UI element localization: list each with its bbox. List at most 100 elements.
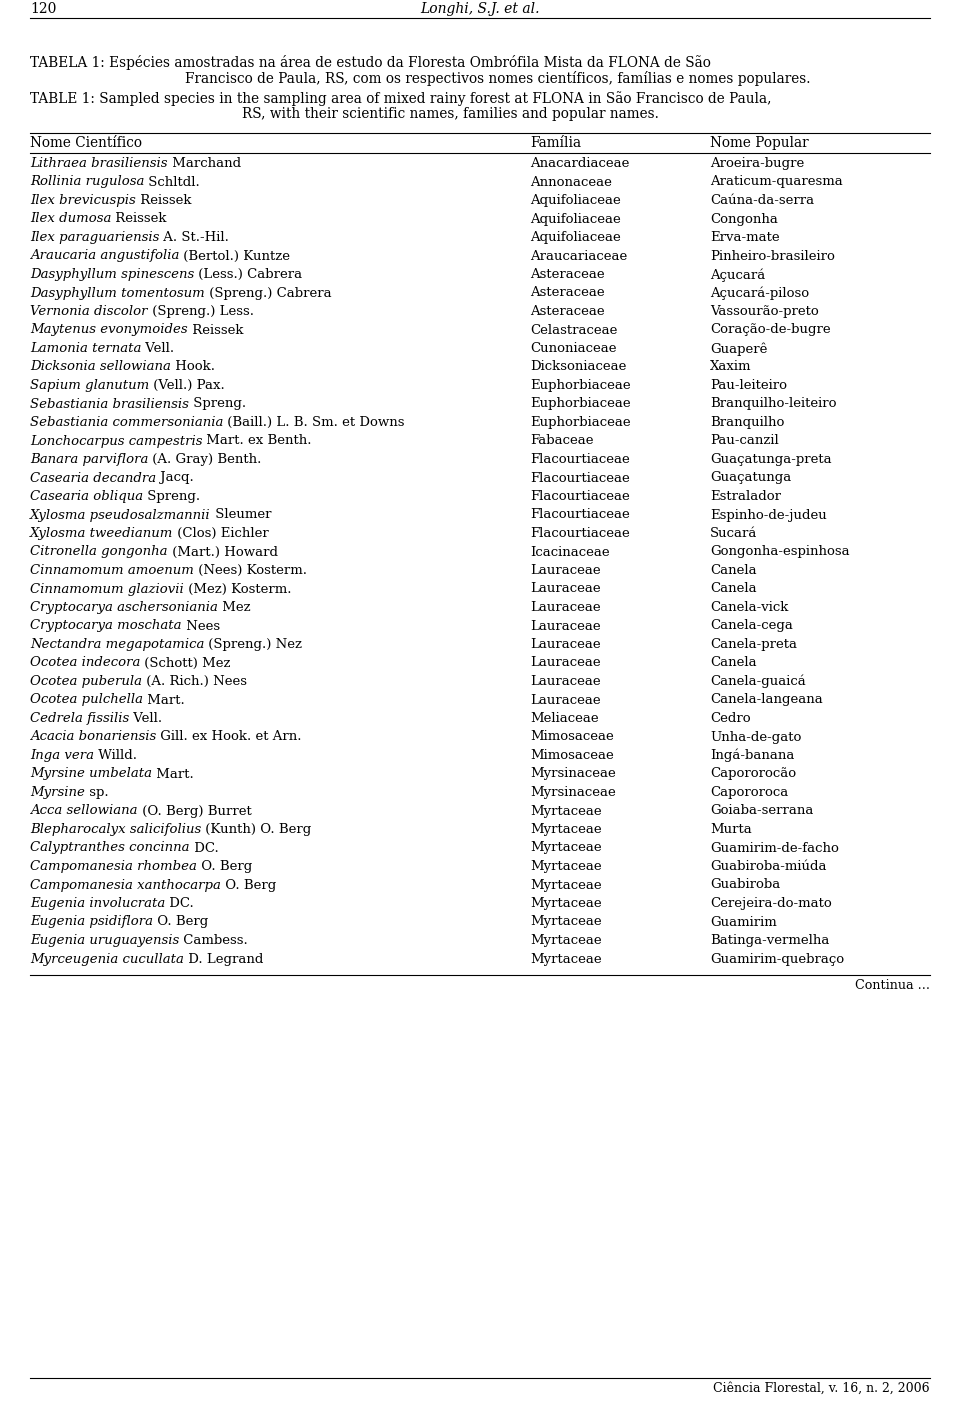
Text: sp.: sp.: [84, 786, 108, 799]
Text: Cambess.: Cambess.: [180, 935, 248, 947]
Text: Capororoca: Capororoca: [710, 786, 788, 799]
Text: Pinheiro-brasileiro: Pinheiro-brasileiro: [710, 249, 835, 262]
Text: Flacourtiaceae: Flacourtiaceae: [530, 453, 630, 466]
Text: Cryptocarya moschata: Cryptocarya moschata: [30, 620, 181, 633]
Text: Pau-leiteiro: Pau-leiteiro: [710, 379, 787, 392]
Text: Cinnamomum amoenum: Cinnamomum amoenum: [30, 564, 194, 576]
Text: RS, with their scientific names, families and popular names.: RS, with their scientific names, familie…: [242, 108, 659, 120]
Text: (Less.) Cabrera: (Less.) Cabrera: [194, 268, 302, 280]
Text: Lonchocarpus campestris: Lonchocarpus campestris: [30, 435, 203, 447]
Text: Guabiroba: Guabiroba: [710, 878, 780, 892]
Text: Myrtaceae: Myrtaceae: [530, 935, 602, 947]
Text: Estralador: Estralador: [710, 490, 781, 503]
Text: (Mez) Kosterm.: (Mez) Kosterm.: [183, 582, 291, 596]
Text: (Spreng.) Cabrera: (Spreng.) Cabrera: [204, 286, 331, 300]
Text: O. Berg: O. Berg: [153, 916, 208, 929]
Text: TABLE 1: Sampled species in the sampling area of mixed rainy forest at FLONA in : TABLE 1: Sampled species in the sampling…: [30, 91, 772, 106]
Text: Canela-guaicá: Canela-guaicá: [710, 675, 805, 688]
Text: Guamirim: Guamirim: [710, 916, 777, 929]
Text: Myrsine umbelata: Myrsine umbelata: [30, 767, 152, 780]
Text: Lamonia ternata: Lamonia ternata: [30, 343, 141, 355]
Text: Aquifoliaceae: Aquifoliaceae: [530, 194, 621, 207]
Text: Canela: Canela: [710, 582, 756, 596]
Text: Canela-preta: Canela-preta: [710, 639, 797, 651]
Text: Canela-cega: Canela-cega: [710, 620, 793, 633]
Text: Lauraceae: Lauraceae: [530, 620, 601, 633]
Text: (O. Berg) Burret: (O. Berg) Burret: [137, 804, 252, 817]
Text: Araucaria angustifolia: Araucaria angustifolia: [30, 249, 180, 262]
Text: Mez: Mez: [218, 600, 251, 615]
Text: Ingá-banana: Ingá-banana: [710, 749, 794, 762]
Text: Goiaba-serrana: Goiaba-serrana: [710, 804, 813, 817]
Text: (Spreng.) Less.: (Spreng.) Less.: [148, 304, 253, 319]
Text: Guabiroba-miúda: Guabiroba-miúda: [710, 860, 827, 874]
Text: 120: 120: [30, 1, 57, 16]
Text: Mimosaceae: Mimosaceae: [530, 731, 613, 743]
Text: Sebastiania brasiliensis: Sebastiania brasiliensis: [30, 398, 189, 411]
Text: (Mart.) Howard: (Mart.) Howard: [167, 545, 277, 558]
Text: Rollinia rugulosa: Rollinia rugulosa: [30, 176, 144, 188]
Text: Inga vera: Inga vera: [30, 749, 94, 762]
Text: (Spreng.) Nez: (Spreng.) Nez: [204, 639, 302, 651]
Text: O. Berg: O. Berg: [197, 860, 252, 874]
Text: Hook.: Hook.: [171, 361, 215, 374]
Text: Mart.: Mart.: [152, 767, 194, 780]
Text: (Kunth) O. Berg: (Kunth) O. Berg: [202, 823, 311, 835]
Text: (Vell.) Pax.: (Vell.) Pax.: [149, 379, 225, 392]
Text: Nome Científico: Nome Científico: [30, 136, 142, 150]
Text: A. St.-Hil.: A. St.-Hil.: [159, 231, 229, 244]
Text: Eugenia uruguayensis: Eugenia uruguayensis: [30, 935, 180, 947]
Text: Lauraceae: Lauraceae: [530, 582, 601, 596]
Text: (Schott) Mez: (Schott) Mez: [140, 657, 230, 670]
Text: Willd.: Willd.: [94, 749, 137, 762]
Text: Xylosma pseudosalzmannii: Xylosma pseudosalzmannii: [30, 508, 210, 521]
Text: Nectandra megapotamica: Nectandra megapotamica: [30, 639, 204, 651]
Text: Myrtaceae: Myrtaceae: [530, 860, 602, 874]
Text: Longhi, S.J. et al.: Longhi, S.J. et al.: [420, 1, 540, 16]
Text: D. Legrand: D. Legrand: [184, 953, 263, 966]
Text: Canela-langeana: Canela-langeana: [710, 694, 823, 707]
Text: Casearia obliqua: Casearia obliqua: [30, 490, 143, 503]
Text: Nome Popular: Nome Popular: [710, 136, 808, 150]
Text: Cedrela fissilis: Cedrela fissilis: [30, 712, 130, 725]
Text: TABELA 1: Espécies amostradas na área de estudo da Floresta Ombrófila Mista da F: TABELA 1: Espécies amostradas na área de…: [30, 55, 710, 69]
Text: Euphorbiaceae: Euphorbiaceae: [530, 416, 631, 429]
Text: Annonaceae: Annonaceae: [530, 176, 612, 188]
Text: (Clos) Eichler: (Clos) Eichler: [174, 527, 269, 539]
Text: Ciência Florestal, v. 16, n. 2, 2006: Ciência Florestal, v. 16, n. 2, 2006: [713, 1382, 930, 1395]
Text: Ocotea puberula: Ocotea puberula: [30, 675, 142, 688]
Text: Família: Família: [530, 136, 581, 150]
Text: Espinho-de-judeu: Espinho-de-judeu: [710, 508, 827, 521]
Text: Asteraceae: Asteraceae: [530, 304, 605, 319]
Text: Casearia decandra: Casearia decandra: [30, 472, 156, 484]
Text: Calyptranthes concinna: Calyptranthes concinna: [30, 841, 189, 854]
Text: Myrsinaceae: Myrsinaceae: [530, 767, 615, 780]
Text: Reissek: Reissek: [187, 323, 243, 337]
Text: Lithraea brasiliensis: Lithraea brasiliensis: [30, 157, 167, 170]
Text: Branquilho: Branquilho: [710, 416, 784, 429]
Text: Ilex dumosa: Ilex dumosa: [30, 212, 111, 225]
Text: Celastraceae: Celastraceae: [530, 323, 617, 337]
Text: Erva-mate: Erva-mate: [710, 231, 780, 244]
Text: Flacourtiaceae: Flacourtiaceae: [530, 527, 630, 539]
Text: Acca sellowiana: Acca sellowiana: [30, 804, 137, 817]
Text: Jacq.: Jacq.: [156, 472, 194, 484]
Text: Coração-de-bugre: Coração-de-bugre: [710, 323, 830, 337]
Text: Francisco de Paula, RS, com os respectivos nomes científicos, famílias e nomes p: Francisco de Paula, RS, com os respectiv…: [185, 71, 811, 86]
Text: O. Berg: O. Berg: [221, 878, 276, 892]
Text: Lauraceae: Lauraceae: [530, 657, 601, 670]
Text: Asteraceae: Asteraceae: [530, 286, 605, 300]
Text: Pau-canzil: Pau-canzil: [710, 435, 779, 447]
Text: Sucará: Sucará: [710, 527, 757, 539]
Text: Ocotea indecora: Ocotea indecora: [30, 657, 140, 670]
Text: Cinnamomum glaziovii: Cinnamomum glaziovii: [30, 582, 183, 596]
Text: Lauraceae: Lauraceae: [530, 694, 601, 707]
Text: Guaperê: Guaperê: [710, 343, 767, 355]
Text: Capororocão: Capororocão: [710, 767, 796, 780]
Text: Ilex paraguariensis: Ilex paraguariensis: [30, 231, 159, 244]
Text: Myrceugenia cucullata: Myrceugenia cucullata: [30, 953, 184, 966]
Text: Myrtaceae: Myrtaceae: [530, 896, 602, 910]
Text: Vassourão-preto: Vassourão-preto: [710, 304, 819, 319]
Text: Aquifoliaceae: Aquifoliaceae: [530, 212, 621, 225]
Text: Euphorbiaceae: Euphorbiaceae: [530, 398, 631, 411]
